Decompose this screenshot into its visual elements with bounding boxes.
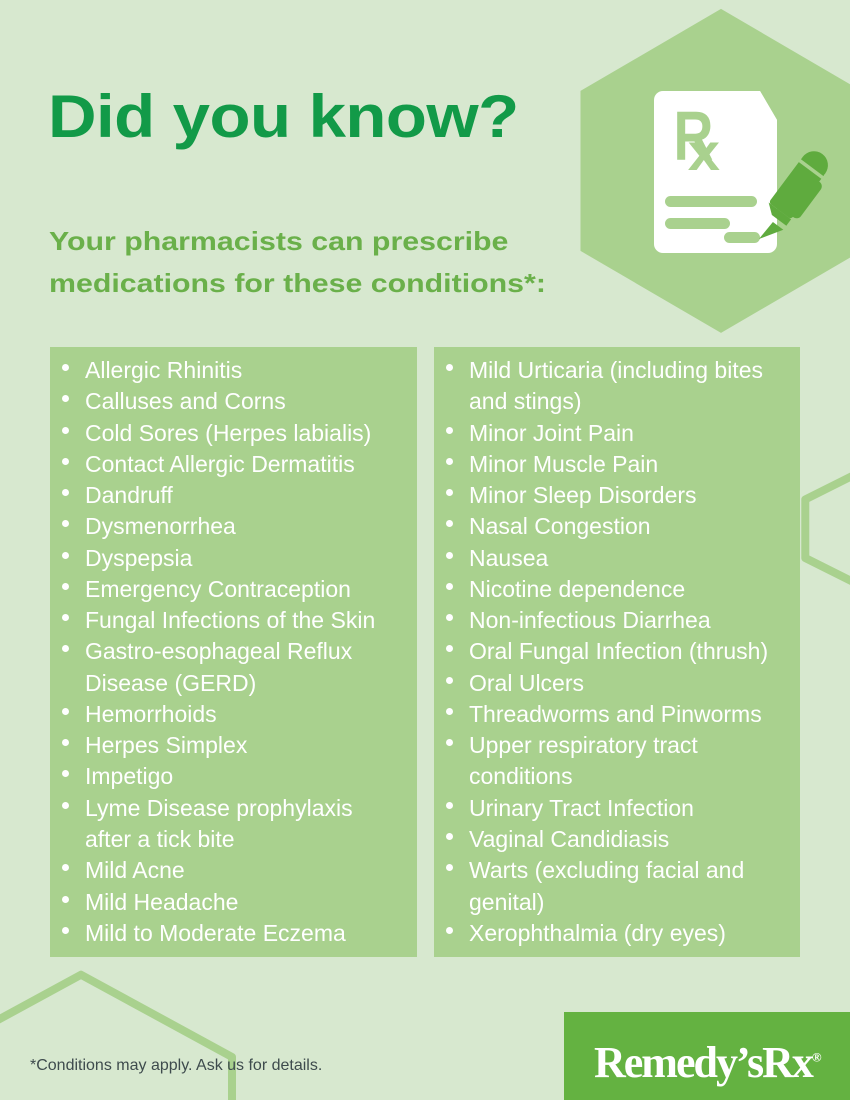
svg-text:x: x	[688, 123, 721, 182]
